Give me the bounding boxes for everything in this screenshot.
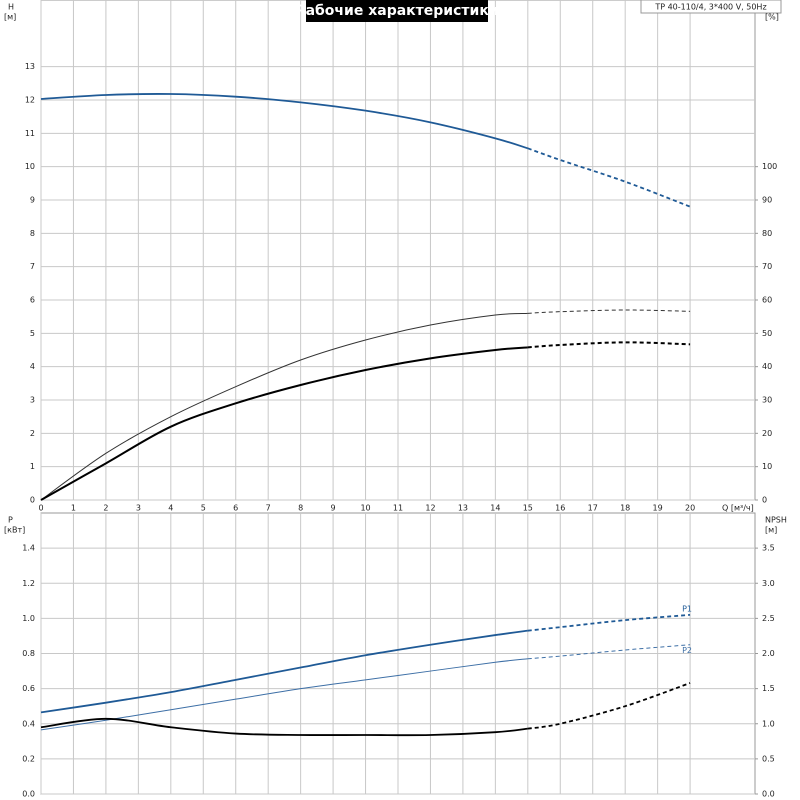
series-line (40, 629, 528, 714)
x-tick-label: 8 (298, 504, 303, 513)
y-tick-label: 1 (30, 462, 35, 471)
series-line (527, 341, 691, 349)
x-tick-label: 13 (458, 504, 468, 513)
y2-tick-label: 3.5 (762, 544, 775, 553)
y2-tick-label: 40 (762, 362, 772, 371)
series-line (527, 682, 691, 730)
series-line (527, 613, 691, 632)
series-label: P2 (682, 646, 692, 655)
y2-axis-unit: [м] (765, 526, 777, 535)
y2-tick-label: 2.5 (762, 614, 775, 623)
y-tick-label: 0.4 (22, 719, 35, 728)
y2-tick-label: 0.0 (762, 790, 775, 799)
x-tick-label: 4 (168, 504, 173, 513)
y2-tick-label: 100 (762, 162, 777, 171)
y-tick-label: 2 (30, 429, 35, 438)
series-line (527, 147, 691, 208)
series-line (40, 312, 528, 501)
y2-tick-label: 3.0 (762, 579, 775, 588)
y-tick-label: 1.4 (22, 544, 35, 553)
y-tick-label: 0.2 (22, 754, 35, 763)
x-tick-label: 16 (555, 504, 565, 513)
x-axis-label: Q [м³/ч] (722, 504, 754, 513)
x-tick-label: 9 (331, 504, 336, 513)
y-tick-label: 6 (30, 296, 35, 305)
y-axis-label: H (8, 3, 14, 12)
y2-tick-label: 0 (762, 496, 767, 505)
y-tick-label: 8 (30, 229, 35, 238)
x-tick-label: 10 (360, 504, 370, 513)
y-tick-label: 0.6 (22, 684, 35, 693)
series-line (527, 644, 691, 660)
y-tick-label: 4 (30, 362, 35, 371)
y-tick-label: 12 (25, 96, 35, 105)
y2-tick-label: 1.0 (762, 719, 775, 728)
y2-tick-label: 30 (762, 396, 772, 405)
x-tick-label: 6 (233, 504, 238, 513)
y-tick-label: 3 (30, 396, 35, 405)
x-tick-label: 11 (393, 504, 403, 513)
x-tick-label: 17 (588, 504, 598, 513)
series-line (527, 309, 691, 314)
y2-tick-label: 60 (762, 296, 772, 305)
x-tick-label: 5 (201, 504, 206, 513)
series-line (40, 346, 528, 501)
y2-axis-unit: [%] (765, 13, 779, 22)
x-tick-label: 7 (266, 504, 271, 513)
x-tick-label: 0 (38, 504, 43, 513)
y2-tick-label: 0.5 (762, 754, 775, 763)
y2-tick-label: 2.0 (762, 649, 775, 658)
y2-tick-label: 1.5 (762, 684, 775, 693)
y-tick-label: 0 (30, 496, 35, 505)
y2-tick-label: 50 (762, 329, 772, 338)
annotation: TP 40-110/4, 3*400 V, 50Hz (654, 3, 766, 12)
y2-tick-label: 20 (762, 429, 772, 438)
x-tick-label: 18 (620, 504, 630, 513)
x-tick-label: 1 (71, 504, 76, 513)
title-box (306, 0, 488, 22)
x-tick-label: 14 (490, 504, 500, 513)
y-tick-label: 7 (30, 262, 35, 271)
x-tick-label: 15 (523, 504, 533, 513)
y2-tick-label: 70 (762, 262, 772, 271)
y-tick-label: 0.0 (22, 790, 35, 799)
y-tick-label: 11 (25, 129, 35, 138)
series-line (40, 658, 528, 731)
y-tick-label: 9 (30, 196, 35, 205)
y-axis-unit: [кВт] (4, 526, 25, 535)
y2-axis-label: NPSH (765, 516, 787, 525)
y-axis-label: P (8, 516, 13, 525)
x-tick-label: 2 (103, 504, 108, 513)
y2-tick-label: 10 (762, 462, 772, 471)
chart-title: Рабочие характеристики (295, 3, 498, 19)
x-tick-label: 12 (425, 504, 435, 513)
y-tick-label: 5 (30, 329, 35, 338)
y-axis-unit: [м] (4, 13, 16, 22)
y-tick-label: 13 (25, 62, 35, 71)
series-line (40, 93, 529, 150)
series-line (40, 717, 528, 737)
y-tick-label: 1.2 (22, 579, 35, 588)
y-tick-label: 0.8 (22, 649, 35, 658)
x-tick-label: 20 (685, 504, 695, 513)
annotation-box (640, 0, 782, 14)
y-tick-label: 1.0 (22, 614, 35, 623)
y2-tick-label: 90 (762, 196, 772, 205)
series-label: P1 (682, 604, 692, 613)
x-tick-label: 3 (136, 504, 141, 513)
y2-tick-label: 80 (762, 229, 772, 238)
x-tick-label: 19 (653, 504, 663, 513)
y-tick-label: 10 (25, 162, 35, 171)
